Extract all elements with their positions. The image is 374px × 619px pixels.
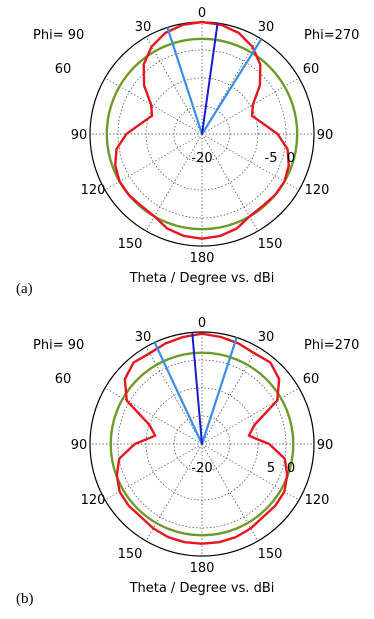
angle-label-left-150: 150 bbox=[118, 237, 143, 252]
angle-label-right-60: 60 bbox=[303, 62, 320, 77]
angle-label-right-120: 120 bbox=[305, 493, 330, 508]
reference-circle bbox=[109, 351, 295, 537]
angle-label-left-150: 150 bbox=[118, 547, 143, 562]
angle-label-upper-right: 30 bbox=[258, 330, 275, 345]
panel-label: (a) bbox=[16, 281, 33, 297]
right-phi-label: Phi=270 bbox=[304, 28, 359, 43]
radial-label-inner: -20 bbox=[191, 461, 212, 476]
beamwidth-line-2 bbox=[200, 337, 238, 445]
beamwidth-line-1 bbox=[166, 27, 204, 135]
angle-label-left-90: 90 bbox=[71, 438, 88, 453]
angle-label-right-150: 150 bbox=[258, 547, 283, 562]
angle-label-right-90: 90 bbox=[317, 438, 334, 453]
grid-spoke-150 bbox=[201, 443, 259, 542]
angle-label-left-60: 60 bbox=[55, 372, 72, 387]
angle-label-left-90: 90 bbox=[71, 128, 88, 143]
right-phi-label: Phi=270 bbox=[304, 338, 359, 353]
angle-label-left-60: 60 bbox=[55, 62, 72, 77]
left-phi-label: Phi= 90 bbox=[33, 28, 84, 43]
angle-label-bottom: 180 bbox=[190, 561, 215, 576]
grid-spoke-240 bbox=[104, 443, 203, 501]
radial-label-outer: 0 bbox=[287, 151, 295, 166]
angle-label-upper-right: 30 bbox=[258, 20, 275, 35]
grid-spoke-330 bbox=[145, 346, 203, 445]
grid-spoke-30 bbox=[201, 346, 259, 445]
radiation-pattern bbox=[115, 332, 289, 545]
angle-label-bottom: 180 bbox=[190, 251, 215, 266]
radiation-pattern bbox=[114, 20, 290, 240]
radial-label-mid: 5 bbox=[267, 461, 275, 476]
x-axis-label: Theta / Degree vs. dBi bbox=[129, 581, 275, 596]
grid-spoke-210 bbox=[145, 443, 203, 542]
grid-spoke-300 bbox=[104, 77, 203, 135]
grid-spoke-120 bbox=[201, 133, 300, 191]
grid-spoke-60 bbox=[201, 77, 300, 135]
radial-label-inner: -20 bbox=[191, 151, 212, 166]
grid-spoke-120 bbox=[201, 443, 300, 501]
left-phi-label: Phi= 90 bbox=[33, 338, 84, 353]
grid-spoke-210 bbox=[145, 133, 203, 232]
angle-label-right-60: 60 bbox=[303, 372, 320, 387]
angle-label-top: 0 bbox=[198, 6, 206, 21]
angle-label-top: 0 bbox=[198, 316, 206, 331]
main-lobe-line bbox=[191, 332, 203, 445]
angle-label-right-120: 120 bbox=[305, 183, 330, 198]
beamwidth-line-1 bbox=[153, 342, 203, 445]
angle-label-right-90: 90 bbox=[317, 128, 334, 143]
angle-label-right-150: 150 bbox=[258, 237, 283, 252]
beamwidth-line-2 bbox=[201, 38, 263, 135]
panel-label: (b) bbox=[16, 591, 34, 607]
grid-spoke-150 bbox=[201, 133, 259, 232]
outer-circle bbox=[89, 331, 315, 557]
reference-circle bbox=[105, 37, 299, 231]
angle-label-left-120: 120 bbox=[81, 183, 106, 198]
angle-label-upper-left: 30 bbox=[135, 20, 152, 35]
angle-label-left-120: 120 bbox=[81, 493, 106, 508]
polar-chart-a: 0 30 30 60 60 90 90 120 120 150 150 180 -20 -5 0 Phi= 9… bbox=[16, 6, 359, 297]
grid-spoke-330 bbox=[145, 36, 203, 135]
main-lobe-line bbox=[201, 22, 219, 135]
radial-label-mid: -5 bbox=[265, 151, 278, 166]
radial-label-outer: 0 bbox=[287, 461, 295, 476]
grid-spoke-240 bbox=[104, 133, 203, 191]
angle-label-upper-left: 30 bbox=[135, 330, 152, 345]
grid-spoke-60 bbox=[201, 387, 300, 445]
grid-spoke-300 bbox=[104, 387, 203, 445]
x-axis-label: Theta / Degree vs. dBi bbox=[129, 271, 275, 286]
